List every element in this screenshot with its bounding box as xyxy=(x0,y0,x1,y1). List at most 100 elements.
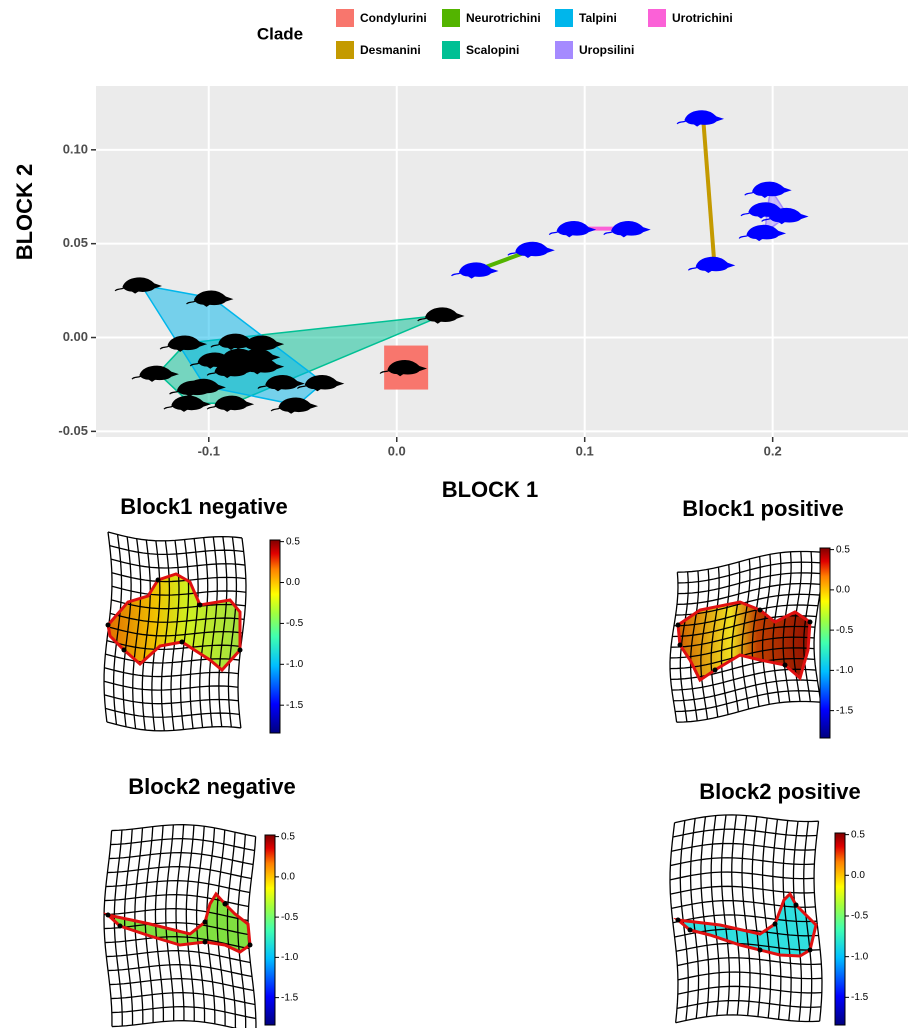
x-tick-label: 0.1 xyxy=(576,443,594,458)
deformation-grid xyxy=(206,827,216,1024)
deformation-grid xyxy=(751,816,761,1017)
colorbar xyxy=(264,834,276,1026)
colorbar-tick-label: -1.0 xyxy=(281,952,299,963)
deformation-grid xyxy=(189,538,199,729)
landmark xyxy=(222,901,228,907)
deformation-grid xyxy=(226,832,237,1028)
point xyxy=(738,224,787,242)
shape-outline xyxy=(676,600,812,683)
legend-key xyxy=(555,41,573,59)
landmark xyxy=(121,647,127,653)
deformation-grid xyxy=(179,539,190,730)
y-tick-label: 0.05 xyxy=(63,235,88,250)
colorbar-tick-label: 0.5 xyxy=(286,536,300,547)
x-tick-label: -0.1 xyxy=(198,443,220,458)
shape-outline xyxy=(106,572,242,673)
deformation-grid xyxy=(803,551,813,702)
landmark xyxy=(179,639,185,645)
deformation-grid xyxy=(803,821,813,1022)
x-tick-label: 0.0 xyxy=(388,443,406,458)
landmark xyxy=(712,667,718,673)
deformation-grid xyxy=(670,636,815,659)
clade-hull xyxy=(701,117,717,265)
deformation-grid xyxy=(106,721,241,732)
deformation-grid xyxy=(185,825,195,1022)
shape-fill xyxy=(108,894,250,952)
point xyxy=(379,359,428,377)
point xyxy=(186,290,234,307)
deformation-grid xyxy=(675,1014,820,1024)
deformation-grid xyxy=(107,964,253,978)
landmark xyxy=(793,902,799,908)
deformation-grid xyxy=(670,657,815,681)
landmark xyxy=(117,923,123,929)
deformation-grid xyxy=(761,817,772,1019)
deformation-grid xyxy=(761,554,772,705)
colorbar xyxy=(819,547,831,739)
deformation-grid xyxy=(106,950,251,964)
deformation-grid xyxy=(237,834,247,1028)
point xyxy=(206,395,255,412)
landmark xyxy=(807,619,813,625)
deformation-grid xyxy=(675,690,820,713)
deformation-grid xyxy=(105,707,240,718)
point xyxy=(257,374,305,392)
landmark xyxy=(202,939,208,945)
shape-outline xyxy=(102,891,252,954)
landmark xyxy=(247,942,253,948)
panel-title: Block2 positive xyxy=(699,779,860,804)
point xyxy=(603,221,651,238)
colorbar-tick-label: 0.0 xyxy=(286,577,300,588)
legend-label: Talpini xyxy=(579,11,617,25)
colorbar-tick-label: 0.5 xyxy=(281,831,295,842)
deformation-grid xyxy=(673,679,818,702)
point xyxy=(761,207,809,225)
legend-label: Desmanini xyxy=(360,43,421,57)
legend-key xyxy=(555,9,573,27)
deformation-grid xyxy=(104,694,239,705)
landmark xyxy=(197,602,203,608)
legend-key xyxy=(336,9,354,27)
colorbar-tick-label: -1.5 xyxy=(836,705,854,716)
deformation-grid xyxy=(104,667,239,678)
deformation-grid xyxy=(208,536,218,727)
deformation-grid xyxy=(792,821,803,1022)
colorbar-tick-label: 0.0 xyxy=(851,870,865,881)
point xyxy=(296,374,345,392)
landmark xyxy=(237,647,243,653)
deformation-grid xyxy=(109,978,254,992)
point xyxy=(744,181,792,198)
legend-key xyxy=(442,41,460,59)
landmark xyxy=(155,577,161,583)
colorbar-tick-label: -1.5 xyxy=(281,992,299,1003)
point xyxy=(507,241,555,259)
deformation-grid xyxy=(676,700,821,723)
panel-title: Block1 negative xyxy=(120,494,288,519)
point xyxy=(451,262,499,279)
deformation-grid xyxy=(111,1006,256,1020)
legend-key xyxy=(336,41,354,59)
landmark xyxy=(687,927,693,933)
deformation-grid xyxy=(677,971,822,981)
landmark xyxy=(675,622,681,628)
deformation-grid xyxy=(227,536,238,728)
legend-label: Neurotrichini xyxy=(466,11,541,25)
deformation-grid xyxy=(677,985,822,995)
colorbar-tick-label: -0.5 xyxy=(851,911,869,922)
deformation-grid xyxy=(782,551,792,702)
legend-label: Uropsilini xyxy=(579,43,634,57)
landmark xyxy=(105,622,111,628)
deformation-grid xyxy=(813,821,823,1022)
point xyxy=(676,110,725,127)
colorbar-tick-label: 0.5 xyxy=(851,829,865,840)
point xyxy=(114,277,163,294)
colorbar-tick-label: -1.0 xyxy=(286,659,304,670)
colorbar xyxy=(834,832,846,1026)
landmark xyxy=(772,921,778,927)
deformation-grid xyxy=(103,680,239,691)
deformation-grid xyxy=(170,540,180,731)
colorbar-tick-label: -1.5 xyxy=(286,700,304,711)
deformation-grid xyxy=(216,829,226,1026)
point xyxy=(548,221,597,238)
deformation-grid xyxy=(199,537,209,728)
